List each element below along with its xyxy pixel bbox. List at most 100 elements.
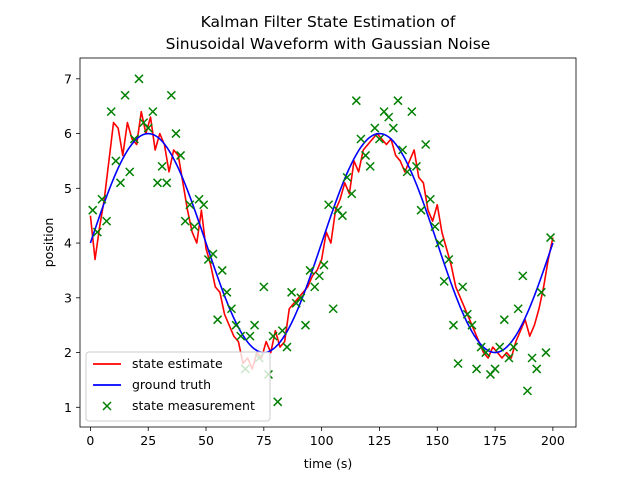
legend-label-ground-truth: ground truth xyxy=(132,377,211,392)
x-axis-label: time (s) xyxy=(304,456,352,471)
legend-box xyxy=(85,351,271,422)
x-tick-label: 50 xyxy=(198,433,214,448)
marker-stroke xyxy=(398,145,408,155)
marker-stroke xyxy=(481,348,491,358)
y-tick-label: 5 xyxy=(64,181,72,196)
marker-stroke xyxy=(407,107,417,117)
marker-state-measurement xyxy=(337,211,347,221)
marker-state-measurement xyxy=(324,200,334,210)
marker-state-measurement xyxy=(277,326,287,336)
marker-stroke xyxy=(402,167,412,177)
marker-state-measurement xyxy=(513,304,523,314)
marker-state-measurement xyxy=(462,309,472,319)
marker-stroke xyxy=(129,134,139,144)
marker-stroke xyxy=(328,304,338,314)
marker-state-measurement xyxy=(509,342,519,352)
marker-stroke xyxy=(518,271,528,281)
marker-stroke xyxy=(296,293,306,303)
marker-state-measurement xyxy=(356,134,366,144)
series-line-state-estimate xyxy=(89,110,554,370)
marker-stroke xyxy=(458,282,468,292)
marker-stroke xyxy=(92,227,102,237)
marker-stroke xyxy=(361,150,371,160)
marker-stroke xyxy=(102,216,112,226)
x-tick-label: 100 xyxy=(310,433,334,448)
marker-state-measurement xyxy=(217,265,227,275)
y-tick-label: 2 xyxy=(64,345,72,360)
marker-state-measurement xyxy=(273,397,283,407)
marker-stroke xyxy=(259,282,269,292)
marker-stroke xyxy=(384,112,394,122)
marker-stroke xyxy=(185,200,195,210)
marker-state-measurement xyxy=(226,304,236,314)
marker-stroke xyxy=(222,287,232,297)
marker-stroke xyxy=(532,364,542,374)
marker-state-measurement xyxy=(268,331,278,341)
marker-stroke xyxy=(337,211,347,221)
marker-state-measurement xyxy=(425,194,435,204)
marker-state-measurement xyxy=(351,96,361,106)
marker-state-measurement xyxy=(453,358,463,369)
marker-stroke xyxy=(472,364,482,374)
marker-state-measurement xyxy=(416,205,426,215)
marker-state-measurement xyxy=(245,331,255,341)
marker-state-measurement xyxy=(495,342,505,352)
marker-state-measurement xyxy=(472,364,482,374)
marker-stroke xyxy=(439,276,449,286)
marker-stroke xyxy=(351,96,361,106)
marker-stroke xyxy=(176,150,186,160)
marker-state-measurement xyxy=(102,216,112,226)
marker-stroke xyxy=(536,287,546,297)
marker-stroke xyxy=(180,216,190,226)
marker-state-measurement xyxy=(300,320,310,330)
marker-stroke xyxy=(213,315,223,325)
marker-stroke xyxy=(342,172,352,182)
marker-state-measurement xyxy=(430,222,440,232)
x-tick-label: 0 xyxy=(86,433,94,448)
marker-stroke xyxy=(171,129,181,139)
marker-state-measurement xyxy=(250,320,260,330)
marker-state-measurement xyxy=(439,276,449,286)
y-tick-label: 7 xyxy=(64,71,72,86)
marker-state-measurement xyxy=(407,107,417,117)
legend: state estimate ground truth state measur… xyxy=(85,351,271,422)
marker-stroke xyxy=(421,139,431,150)
series-line-ground-truth xyxy=(89,132,554,354)
x-tick-label: 150 xyxy=(425,433,449,448)
marker-stroke xyxy=(490,364,500,374)
marker-state-measurement xyxy=(504,353,514,363)
marker-state-measurement xyxy=(532,364,542,374)
marker-state-measurement xyxy=(143,123,153,133)
marker-state-measurement xyxy=(361,150,371,160)
marker-state-measurement xyxy=(448,320,458,330)
marker-state-measurement xyxy=(342,172,352,182)
marker-state-measurement xyxy=(106,107,116,117)
marker-stroke xyxy=(97,194,107,204)
marker-state-measurement xyxy=(88,205,98,215)
marker-state-measurement xyxy=(467,320,477,330)
marker-stroke xyxy=(194,194,204,204)
marker-state-measurement xyxy=(541,348,551,358)
marker-stroke xyxy=(111,156,121,166)
marker-stroke xyxy=(226,304,236,314)
marker-stroke xyxy=(148,107,158,117)
marker-state-measurement xyxy=(125,167,135,177)
marker-state-measurement xyxy=(185,200,195,210)
chart-title-line-1: Kalman Filter State Estimation of xyxy=(201,13,456,31)
marker-stroke xyxy=(199,200,209,210)
y-tick-label: 6 xyxy=(64,126,72,141)
marker-state-measurement xyxy=(166,90,176,100)
marker-stroke xyxy=(282,342,292,352)
marker-stroke xyxy=(522,386,532,396)
y-axis-label: position xyxy=(41,218,56,268)
marker-state-measurement xyxy=(370,123,380,133)
marker-stroke xyxy=(546,233,556,243)
marker-stroke xyxy=(152,178,162,188)
marker-state-measurement xyxy=(282,342,292,352)
marker-stroke xyxy=(208,249,218,259)
marker-stroke xyxy=(305,265,315,275)
marker-stroke xyxy=(319,260,329,270)
y-tick-label: 1 xyxy=(64,400,72,415)
chart-title-line-2: Sinusoidal Waveform with Gaussian Noise xyxy=(166,35,491,53)
marker-state-measurement xyxy=(92,227,102,237)
